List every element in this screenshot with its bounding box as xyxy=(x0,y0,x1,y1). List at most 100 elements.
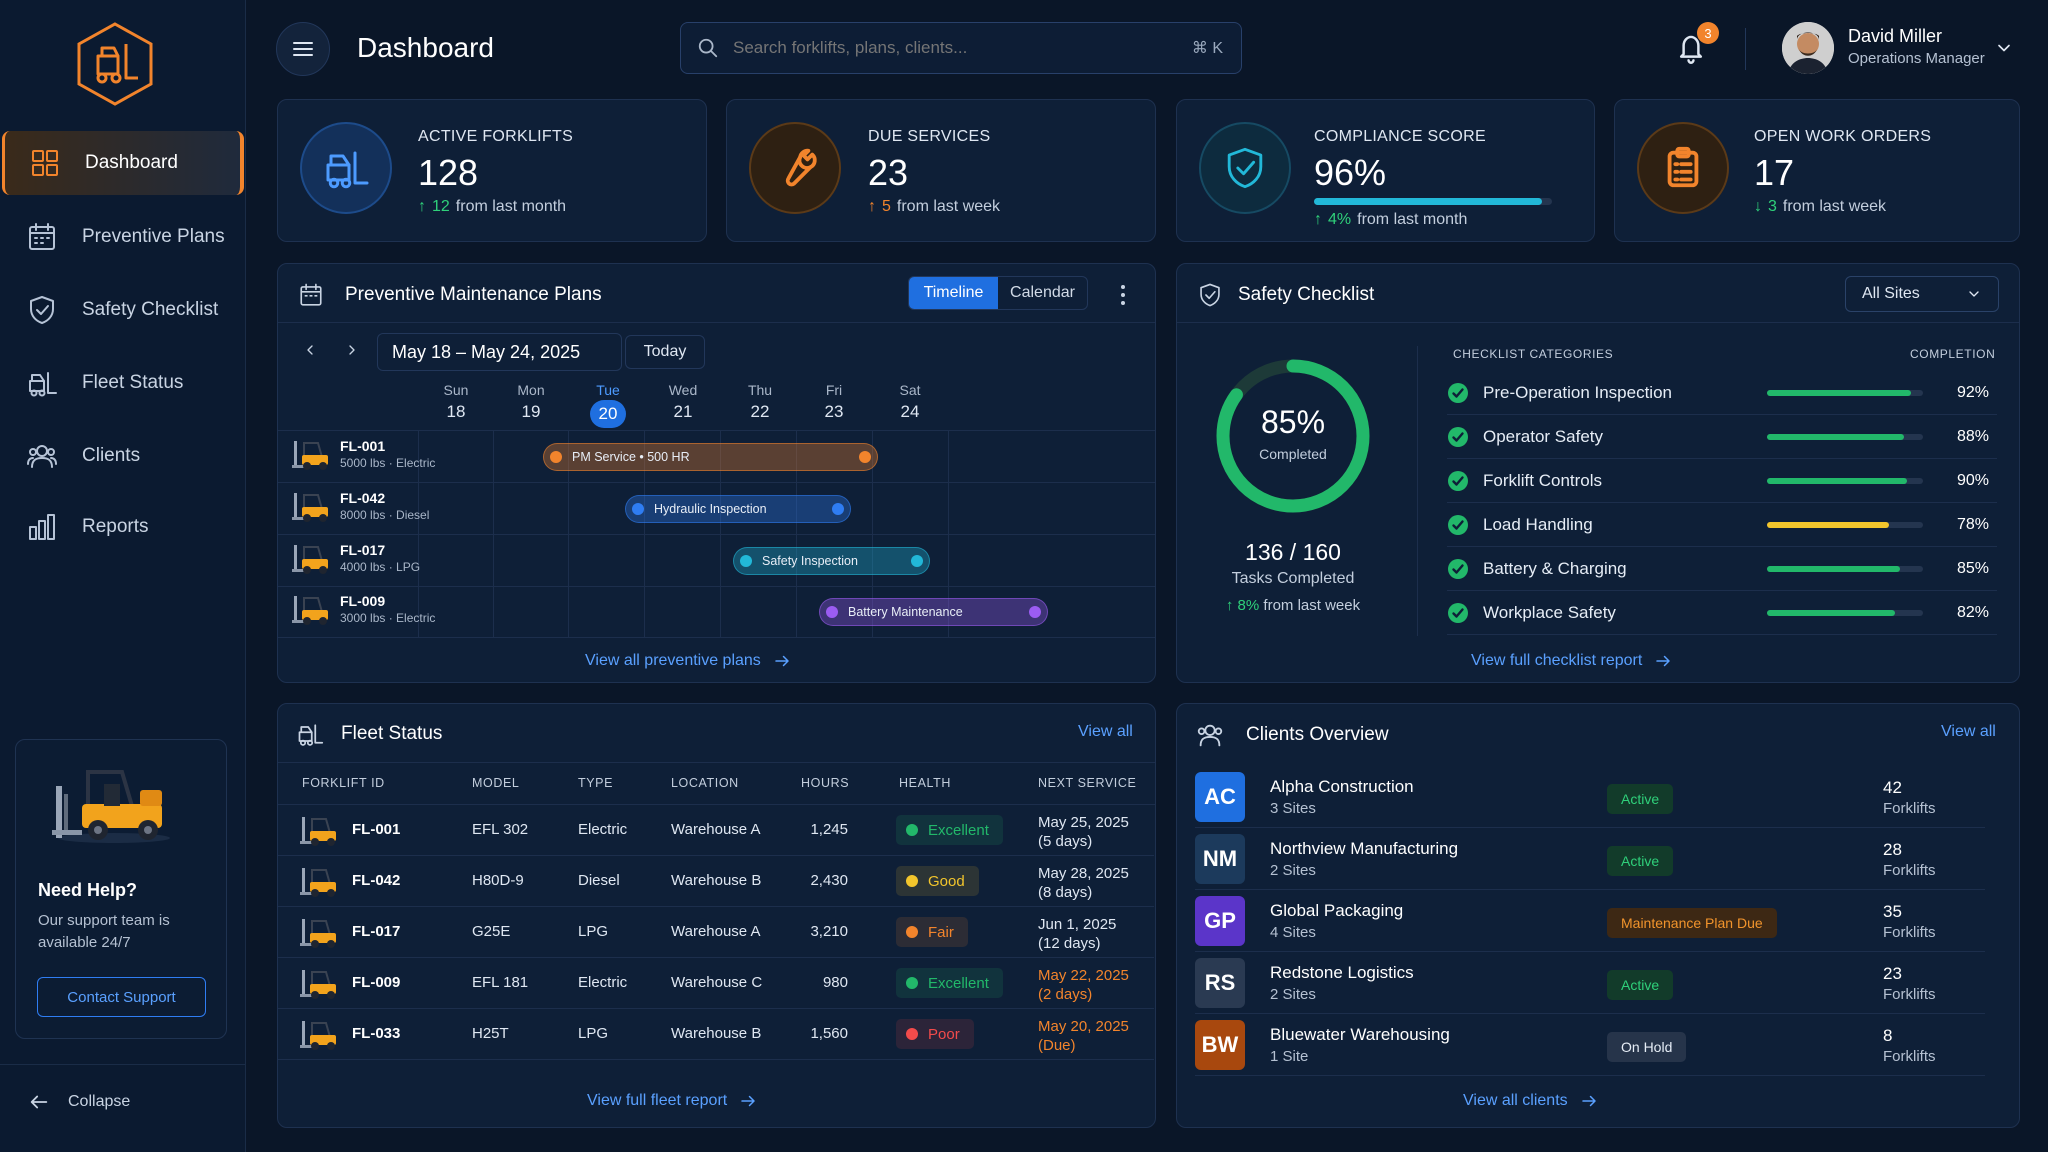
divider xyxy=(278,762,1155,763)
fleet-table-row[interactable]: FL-042 H80D-9 Diesel Warehouse B 2,430 Good Ma… xyxy=(278,856,1154,907)
forklift-spec: 3000 lbs · Electric xyxy=(340,611,436,625)
view-toggle: Timeline Calendar xyxy=(908,276,1088,310)
client-avatar: BW xyxy=(1195,1020,1245,1070)
bell-icon xyxy=(1679,35,1703,64)
nav-label: Preventive Plans xyxy=(82,226,225,247)
forklift-icon xyxy=(29,372,57,397)
avatar[interactable] xyxy=(1782,22,1834,74)
nav-reports[interactable]: Reports xyxy=(2,495,244,559)
client-row[interactable]: GP Global Packaging 4 Sites Maintenance Pla… xyxy=(1195,890,1985,952)
maintenance-task-bar[interactable]: Hydraulic Inspection xyxy=(625,495,851,523)
col-health: HEALTH xyxy=(899,776,951,790)
wrench-icon xyxy=(785,148,817,187)
tab-calendar[interactable]: Calendar xyxy=(1010,284,1075,301)
shield-check-icon xyxy=(1200,283,1220,307)
fleet-table-row[interactable]: FL-017 G25E LPG Warehouse A 3,210 Fair Jun 1, … xyxy=(278,907,1154,958)
tasks-delta: ↑ 8% from last week xyxy=(1197,597,1389,614)
nav-preventive-plans[interactable]: Preventive Plans xyxy=(2,205,244,269)
user-name: David Miller xyxy=(1848,26,1943,46)
checklist-category-row[interactable]: Operator Safety 88% xyxy=(1447,415,1997,459)
kpi-delta-suffix: from last week xyxy=(896,198,1001,215)
client-row[interactable]: NM Northview Manufacturing 2 Sites Active 28… xyxy=(1195,828,1985,890)
tab-timeline[interactable]: Timeline xyxy=(909,277,998,309)
kpi-delta-value: 12 xyxy=(432,198,450,215)
arrow-up-icon: ↑ xyxy=(418,198,426,215)
forklift-id: FL-017 xyxy=(352,923,401,940)
view-checklist-report-link[interactable]: View full checklist report xyxy=(1471,652,1672,670)
timeline-row-label: FL-017 4000 lbs · LPG xyxy=(292,541,420,575)
completion-track xyxy=(1767,521,1923,528)
checklist-category-row[interactable]: Battery & Charging 85% xyxy=(1447,547,1997,591)
chevron-left-icon[interactable] xyxy=(302,342,318,358)
day-column-header: Sat 24 xyxy=(880,382,940,422)
nav-dashboard[interactable]: Dashboard xyxy=(2,131,244,195)
collapse-button[interactable]: Collapse xyxy=(0,1064,246,1138)
day-column-header: Sun 18 xyxy=(426,382,486,422)
completion-percent: 88% xyxy=(1956,427,1989,445)
task-label: Battery Maintenance xyxy=(848,605,963,619)
client-row[interactable]: AC Alpha Construction 3 Sites Active 42 Forkl… xyxy=(1195,766,1985,828)
chevron-right-icon[interactable] xyxy=(344,342,360,358)
task-end-dot xyxy=(832,503,844,515)
user-role: Operations Manager xyxy=(1848,50,1985,67)
forklift-icon xyxy=(326,151,369,189)
menu-button[interactable] xyxy=(276,22,330,76)
next-service-days: (5 days) xyxy=(1038,833,1093,850)
collapse-label: Collapse xyxy=(68,1092,131,1110)
nav-label: Reports xyxy=(82,516,149,537)
help-card: Need Help? Our support team is available… xyxy=(15,739,227,1039)
fleet-view-all-link[interactable]: View all xyxy=(1078,723,1133,740)
fleet-table-row[interactable]: FL-009 EFL 181 Electric Warehouse C 980 Excel… xyxy=(278,958,1154,1009)
next-service: May 20, 2025 (Due) xyxy=(1038,1017,1129,1055)
contact-support-button[interactable]: Contact Support xyxy=(37,977,206,1017)
user-menu-toggle[interactable] xyxy=(1994,38,2014,58)
today-button[interactable]: Today xyxy=(625,335,705,369)
maintenance-task-bar[interactable]: PM Service • 500 HR xyxy=(543,443,878,471)
fleet-table-row[interactable]: FL-001 EFL 302 Electric Warehouse A 1,245 Exc… xyxy=(278,805,1154,856)
checklist-category-row[interactable]: Forklift Controls 90% xyxy=(1447,459,1997,503)
client-avatar: RS xyxy=(1195,958,1245,1008)
view-fleet-report-link[interactable]: View full fleet report xyxy=(587,1092,757,1110)
check-circle-icon xyxy=(1448,470,1468,491)
forklift-model: H80D-9 xyxy=(472,872,524,889)
notification-badge: 3 xyxy=(1697,22,1719,44)
arrow-right-icon xyxy=(775,655,789,667)
client-row[interactable]: BW Bluewater Warehousing 1 Site On Hold 8 For… xyxy=(1195,1014,1985,1076)
day-name: Sun xyxy=(443,382,469,398)
tasks-delta-value: 8% xyxy=(1237,597,1260,614)
checklist-category-row[interactable]: Workplace Safety 82% xyxy=(1447,591,1997,635)
maintenance-task-bar[interactable]: Battery Maintenance xyxy=(819,598,1048,626)
completion-fill xyxy=(1767,433,1905,440)
nav-fleet-status[interactable]: Fleet Status xyxy=(2,351,244,415)
nav-clients[interactable]: Clients xyxy=(2,424,244,488)
checklist-category-row[interactable]: Load Handling 78% xyxy=(1447,503,1997,547)
search-input[interactable] xyxy=(733,38,1173,58)
site-select[interactable]: All Sites xyxy=(1845,276,1999,312)
forklift-location: Warehouse A xyxy=(671,821,761,838)
arrow-right-icon xyxy=(1656,655,1671,667)
day-column-header: Fri 23 xyxy=(804,382,864,422)
notifications-button[interactable] xyxy=(1676,32,1706,64)
view-all-clients-link[interactable]: View all clients xyxy=(1463,1092,1598,1110)
date-range[interactable]: May 18 – May 24, 2025 xyxy=(377,333,622,371)
kpi-label: OPEN WORK ORDERS xyxy=(1754,128,1932,145)
forklift-id: FL-033 xyxy=(352,1025,401,1042)
maintenance-task-bar[interactable]: Safety Inspection xyxy=(733,547,930,575)
forklift-thumbnail-icon xyxy=(292,596,328,625)
checklist-category-row[interactable]: Pre-Operation Inspection 92% xyxy=(1447,371,1997,415)
more-vertical-icon[interactable] xyxy=(1120,284,1126,306)
view-all-plans-link[interactable]: View all preventive plans xyxy=(585,652,791,670)
forklift-thumbnail-icon xyxy=(300,1021,336,1050)
client-name: Northview Manufacturing xyxy=(1270,839,1459,858)
fleet-table-row[interactable]: FL-033 H25T LPG Warehouse B 1,560 Poor May 20,… xyxy=(278,1009,1154,1060)
task-end-dot xyxy=(911,555,923,567)
clients-view-all-link[interactable]: View all xyxy=(1941,723,1996,740)
client-row[interactable]: RS Redstone Logistics 2 Sites Active 23 Forkl… xyxy=(1195,952,1985,1014)
search-bar[interactable]: ⌘ K xyxy=(680,22,1242,74)
nav-safety-checklist[interactable]: Safety Checklist xyxy=(2,278,244,342)
clipboard-icon xyxy=(1667,146,1699,188)
kpi-delta-suffix: from last month xyxy=(1357,211,1468,228)
forklift-location: Warehouse B xyxy=(671,872,762,889)
header-divider xyxy=(1745,28,1746,70)
pm-plans-card: Preventive Maintenance Plans Timeline Ca… xyxy=(277,263,1156,683)
